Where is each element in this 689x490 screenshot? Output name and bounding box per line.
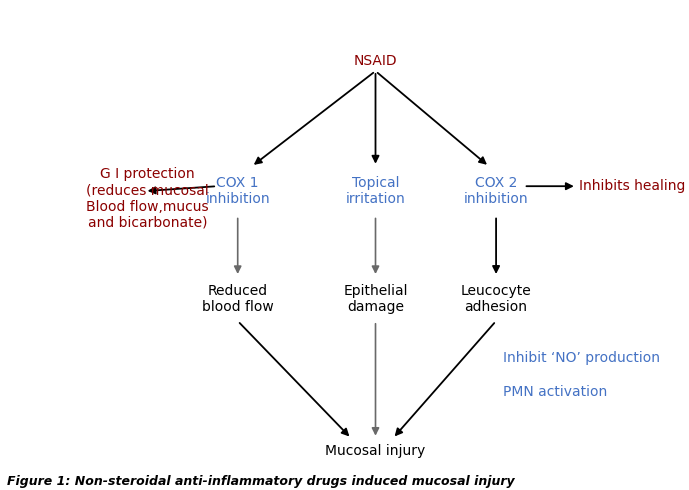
Text: Topical
irritation: Topical irritation — [346, 176, 405, 206]
Text: G I protection
(reduces mucosal
Blood flow,mucus
and bicarbonate): G I protection (reduces mucosal Blood fl… — [86, 167, 209, 230]
Text: Figure 1: Non-steroidal anti-inflammatory drugs induced mucosal injury: Figure 1: Non-steroidal anti-inflammator… — [7, 474, 515, 488]
Text: Inhibits healing: Inhibits healing — [579, 179, 685, 193]
Text: Inhibit ‘NO’ production: Inhibit ‘NO’ production — [503, 351, 660, 365]
Text: Mucosal injury: Mucosal injury — [325, 444, 426, 458]
Text: Epithelial
damage: Epithelial damage — [343, 284, 408, 314]
Text: PMN activation: PMN activation — [503, 385, 607, 399]
Text: Leucocyte
adhesion: Leucocyte adhesion — [461, 284, 531, 314]
Text: COX 1
inhibition: COX 1 inhibition — [205, 176, 270, 206]
Text: NSAID: NSAID — [353, 54, 398, 68]
Text: COX 2
inhibition: COX 2 inhibition — [464, 176, 528, 206]
Text: Reduced
blood flow: Reduced blood flow — [202, 284, 274, 314]
